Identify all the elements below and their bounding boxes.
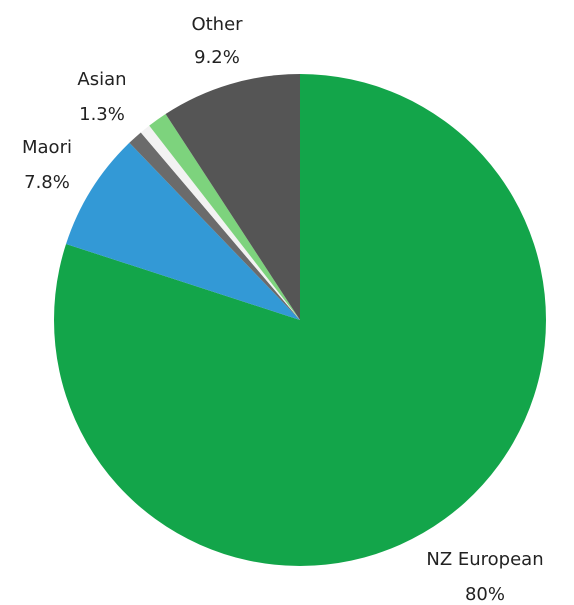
slice-value-label: 7.8% xyxy=(24,172,70,193)
slice-label: Maori xyxy=(22,137,72,158)
pie-slice xyxy=(129,132,300,320)
slice-label: NZ European xyxy=(426,549,543,570)
slice-value-label: 80% xyxy=(465,584,505,605)
slice-value-label: 9.2% xyxy=(194,47,240,68)
slice-value-label: 1.3% xyxy=(79,104,125,125)
pie-slice xyxy=(140,125,300,321)
slice-label: Other xyxy=(191,14,243,35)
slice-label: Asian xyxy=(77,69,126,90)
pie-slice xyxy=(66,142,300,320)
pie-slice xyxy=(149,113,300,320)
pie-slice xyxy=(165,74,300,320)
